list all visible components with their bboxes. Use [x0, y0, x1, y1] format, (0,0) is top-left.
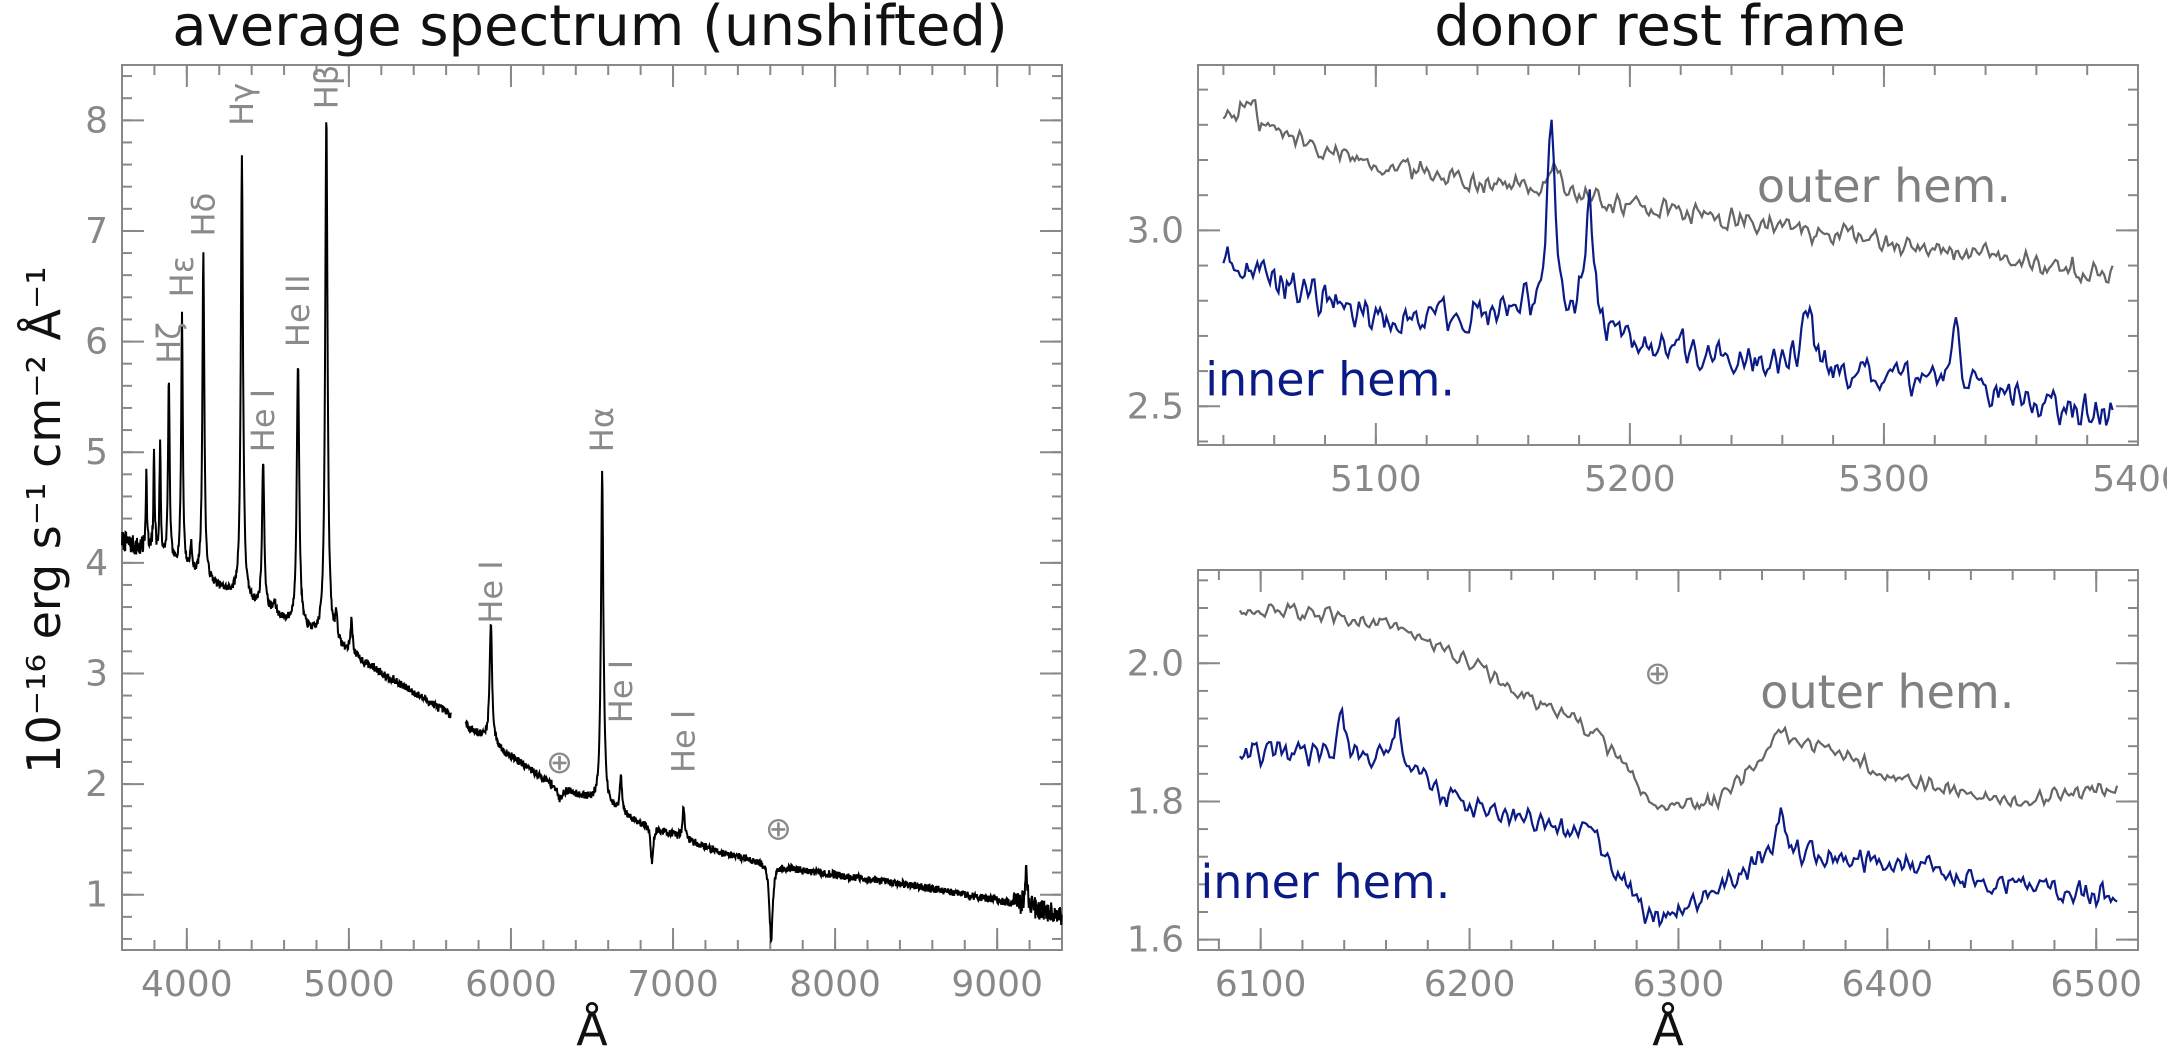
- y-tick-label: 6: [85, 322, 108, 363]
- y-tick-label: 2.0: [1127, 643, 1184, 684]
- x-tick-label: 9000: [951, 964, 1043, 1005]
- y-tick-label: 2: [85, 764, 108, 805]
- tick-labels: 6100 6200 6300 6400 6500 1.6 1.8 2.0: [1127, 643, 2142, 1005]
- telluric-annotation: ⊕: [546, 743, 573, 781]
- y-tick-label: 3.0: [1127, 210, 1184, 251]
- series-label-inner: inner hem.: [1201, 855, 1451, 909]
- x-tick-label: 5100: [1330, 459, 1422, 500]
- telluric-annotation: ⊕: [765, 809, 792, 847]
- tick-marks: [1198, 570, 2139, 950]
- series-line-inner: [1238, 705, 2118, 929]
- x-tick-label: 5000: [303, 964, 395, 1005]
- tick-labels: 4000 5000 6000 7000 8000 9000 1 2 3 4 5 6 7 8: [85, 100, 1043, 1005]
- line-annotation: Hδ: [184, 193, 222, 237]
- line-annotation: He I: [244, 389, 282, 452]
- x-tick-label: 8000: [789, 964, 881, 1005]
- x-tick-label: 7000: [627, 964, 719, 1005]
- x-tick-label: 6100: [1215, 964, 1307, 1005]
- y-tick-label: 5: [85, 432, 108, 473]
- series-labels: outer hem. inner hem.: [1201, 665, 2015, 909]
- y-tick-label: 2.5: [1127, 386, 1184, 427]
- series-label-inner: inner hem.: [1205, 353, 1455, 407]
- y-axis-label: 10⁻¹⁶ erg s⁻¹ cm⁻² Å⁻¹: [17, 266, 71, 773]
- spectrum-line: [121, 122, 1063, 945]
- x-axis-label: Å: [576, 1002, 608, 1052]
- series-label-outer: outer hem.: [1760, 665, 2014, 719]
- series-line-outer: [1238, 601, 2119, 812]
- line-annotations: Hζ Hε Hδ Hγ He I He II Hβ He I Hα He I He I ⊕ ⊕: [150, 65, 792, 848]
- x-tick-label: 6500: [2050, 964, 2142, 1005]
- tick-marks: [121, 65, 1063, 950]
- y-tick-label: 1: [85, 875, 108, 916]
- series-lines: [1238, 601, 2119, 929]
- x-tick-label: 5400: [2092, 459, 2167, 500]
- line-annotation: He I: [665, 710, 703, 773]
- x-tick-label: 6400: [1842, 964, 1934, 1005]
- x-tick-label: 6000: [465, 964, 557, 1005]
- y-tick-label: 1.8: [1127, 781, 1184, 822]
- line-annotation: Hβ: [307, 65, 345, 109]
- series-labels: outer hem. inner hem.: [1205, 159, 2011, 407]
- line-annotations: ⊕: [1644, 654, 1671, 692]
- series-lines: [1222, 98, 2114, 426]
- line-annotation: He II: [279, 274, 317, 347]
- y-tick-label: 7: [85, 211, 108, 252]
- donor-rest-frame-bottom-panel: 6100 6200 6300 6400 6500 1.6 1.8 2.0 outer hem.…: [1127, 569, 2142, 1052]
- y-tick-label: 1.6: [1127, 920, 1184, 961]
- telluric-annotation: ⊕: [1644, 654, 1671, 692]
- series-line-inner: [1222, 119, 2114, 426]
- line-annotation: He I: [472, 560, 510, 623]
- plot-frame: [1197, 569, 2139, 951]
- series-line-outer: [1222, 98, 2114, 286]
- series-label-outer: outer hem.: [1757, 159, 2011, 213]
- x-tick-label: 6200: [1424, 964, 1516, 1005]
- plot-frame: [121, 64, 1063, 951]
- panel-title: average spectrum (unshifted): [172, 0, 1007, 59]
- x-tick-label: 6300: [1633, 964, 1725, 1005]
- average-spectrum-panel: average spectrum (unshifted) 4000 5000 600…: [17, 0, 1063, 1052]
- line-annotation: He I: [602, 660, 640, 723]
- y-tick-label: 4: [85, 543, 108, 584]
- x-axis-label: Å: [1652, 1002, 1684, 1052]
- plot-frame: [1197, 64, 2139, 446]
- line-annotation: Hε: [163, 256, 201, 297]
- x-tick-label: 4000: [141, 964, 233, 1005]
- y-tick-label: 3: [85, 653, 108, 694]
- donor-rest-frame-top-panel: donor rest frame 51005200530054002.53.0 …: [1127, 0, 2167, 500]
- line-annotation: Hγ: [223, 83, 261, 126]
- panel-title: donor rest frame: [1434, 0, 1906, 59]
- x-tick-label: 5200: [1584, 459, 1676, 500]
- line-annotation: Hα: [583, 407, 621, 452]
- x-tick-label: 5300: [1838, 459, 1930, 500]
- tick-labels: 5100 5200 5300 5400 2.5 3.0: [1127, 210, 2167, 500]
- line-annotation: Hζ: [150, 322, 188, 363]
- y-tick-label: 8: [85, 100, 108, 141]
- tick-marks: [1198, 65, 2139, 445]
